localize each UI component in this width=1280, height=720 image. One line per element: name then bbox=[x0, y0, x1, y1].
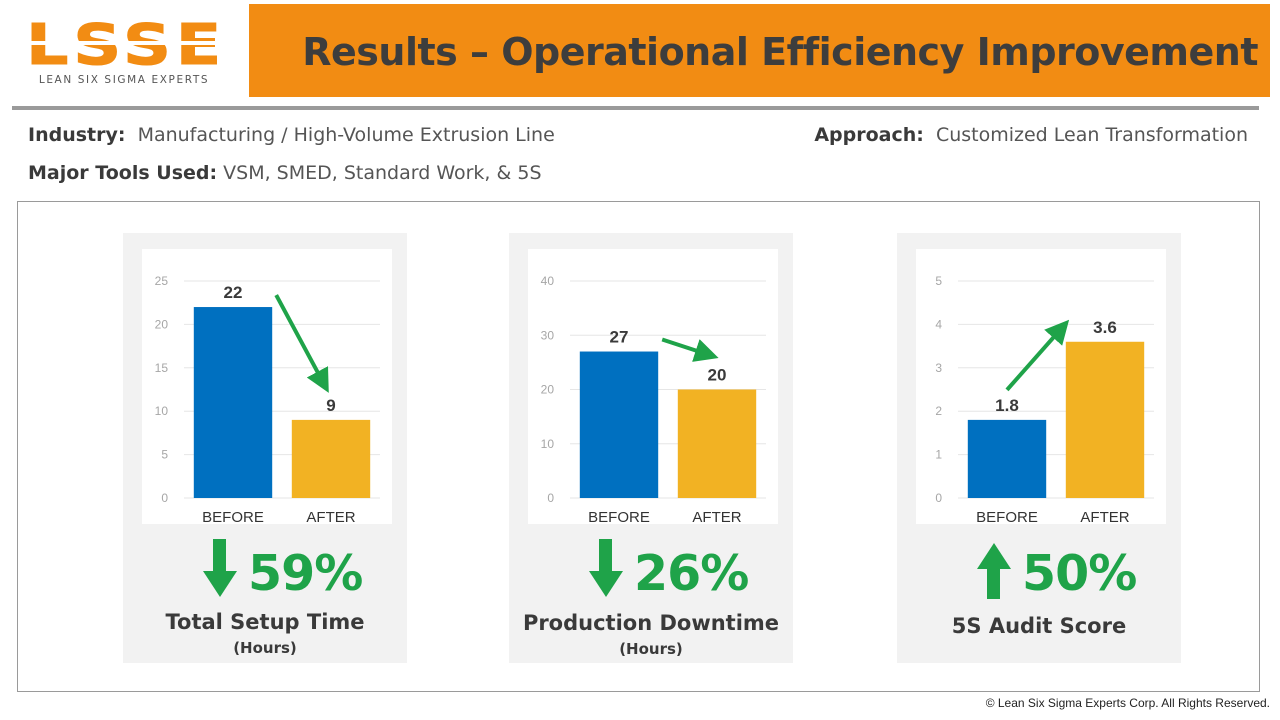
industry-value: Manufacturing / High-Volume Extrusion Li… bbox=[137, 124, 555, 146]
after-bar bbox=[677, 389, 757, 498]
x-tick-label: BEFORE bbox=[202, 509, 264, 524]
before-bar bbox=[967, 419, 1047, 498]
audit-score-panel: 0 1 2 3 4 5 1.8 BEFORE 3.6 AFTER 50% 5S Audit Sco… bbox=[897, 233, 1181, 663]
copyright-notice: © Lean Six Sigma Experts Corp. All Right… bbox=[985, 696, 1270, 710]
downtime-chart-svg: 0 10 20 30 40 27 BEFORE 20 AFTER bbox=[541, 274, 766, 524]
industry-label: Industry: bbox=[28, 124, 126, 146]
title-bar: Results – Operational Efficiency Improve… bbox=[249, 4, 1270, 97]
page-title: Results – Operational Efficiency Improve… bbox=[302, 30, 1258, 74]
downtime-metric-label: Production Downtime bbox=[522, 611, 780, 635]
after-bar bbox=[291, 419, 371, 498]
y-tick-label: 5 bbox=[935, 274, 942, 288]
header-divider bbox=[12, 106, 1259, 110]
y-tick-label: 2 bbox=[935, 404, 942, 418]
downtime-change-pct: 26% bbox=[634, 545, 749, 602]
data-label: 27 bbox=[610, 328, 629, 347]
approach-label: Approach: bbox=[814, 124, 924, 146]
data-label: 1.8 bbox=[995, 396, 1019, 415]
tools-line: Major Tools Used: VSM, SMED, Standard Wo… bbox=[28, 162, 542, 184]
after-bar bbox=[1065, 341, 1145, 498]
setup-time-chart: 0 5 10 15 20 25 22 BEFORE 9 AFTER bbox=[142, 249, 392, 524]
down-arrow-icon bbox=[203, 539, 237, 597]
before-bar bbox=[193, 307, 273, 498]
x-tick-label: AFTER bbox=[306, 509, 355, 524]
company-logo: LSSE LEAN SIX SIGMA EXPERTS bbox=[10, 10, 246, 92]
y-tick-label: 20 bbox=[155, 317, 169, 331]
data-label: 22 bbox=[224, 283, 243, 302]
trend-arrow bbox=[661, 337, 719, 362]
y-tick-label: 20 bbox=[541, 383, 555, 397]
setup-time-change-pct: 59% bbox=[248, 545, 363, 602]
data-label: 9 bbox=[326, 396, 335, 415]
tools-value: VSM, SMED, Standard Work, & 5S bbox=[223, 162, 542, 184]
approach-line: Approach: Customized Lean Transformation bbox=[814, 124, 1248, 146]
data-label: 3.6 bbox=[1093, 318, 1117, 337]
downtime-chart: 0 10 20 30 40 27 BEFORE 20 AFTER bbox=[528, 249, 778, 524]
logo-text: LSSE bbox=[26, 13, 226, 78]
y-tick-label: 25 bbox=[155, 274, 169, 288]
x-tick-label: BEFORE bbox=[976, 509, 1038, 524]
audit-score-chart: 0 1 2 3 4 5 1.8 BEFORE 3.6 AFTER bbox=[916, 249, 1166, 524]
data-label: 20 bbox=[708, 366, 727, 385]
y-tick-label: 15 bbox=[155, 361, 169, 375]
trend-arrow bbox=[1005, 319, 1070, 392]
y-tick-label: 1 bbox=[935, 448, 942, 462]
y-tick-label: 10 bbox=[541, 437, 555, 451]
setup-time-chart-svg: 0 5 10 15 20 25 22 BEFORE 9 AFTER bbox=[155, 274, 380, 524]
y-tick-label: 4 bbox=[935, 317, 942, 331]
down-arrow-icon bbox=[589, 539, 623, 597]
before-bar bbox=[579, 351, 659, 498]
y-tick-label: 3 bbox=[935, 361, 942, 375]
logo-subtitle: LEAN SIX SIGMA EXPERTS bbox=[39, 74, 209, 86]
y-tick-label: 10 bbox=[155, 404, 169, 418]
audit-score-chart-svg: 0 1 2 3 4 5 1.8 BEFORE 3.6 AFTER bbox=[935, 274, 1154, 524]
industry-line: Industry: Manufacturing / High-Volume Ex… bbox=[28, 124, 555, 146]
downtime-panel: 0 10 20 30 40 27 BEFORE 20 AFTER 26% Production … bbox=[509, 233, 793, 663]
tools-label: Major Tools Used: bbox=[28, 162, 218, 184]
x-tick-label: BEFORE bbox=[588, 509, 650, 524]
x-tick-label: AFTER bbox=[692, 509, 741, 524]
setup-time-metric-label: Total Setup Time bbox=[165, 610, 365, 634]
results-frame bbox=[17, 201, 1260, 692]
y-tick-label: 40 bbox=[541, 274, 555, 288]
approach-value: Customized Lean Transformation bbox=[935, 124, 1248, 146]
y-tick-label: 30 bbox=[541, 328, 555, 342]
y-tick-label: 5 bbox=[161, 448, 168, 462]
setup-time-panel: 0 5 10 15 20 25 22 BEFORE 9 AFTER 59% Total Setup… bbox=[123, 233, 407, 663]
downtime-unit-label: (Hours) bbox=[619, 640, 683, 658]
x-tick-label: AFTER bbox=[1080, 509, 1129, 524]
trend-arrow bbox=[274, 294, 329, 393]
y-tick-label: 0 bbox=[547, 491, 554, 505]
y-tick-label: 0 bbox=[935, 491, 942, 505]
setup-time-unit-label: (Hours) bbox=[233, 639, 297, 657]
y-tick-label: 0 bbox=[161, 491, 168, 505]
audit-score-change-pct: 50% bbox=[1022, 545, 1137, 602]
up-arrow-icon bbox=[977, 543, 1011, 599]
audit-score-metric-label: 5S Audit Score bbox=[951, 614, 1127, 638]
